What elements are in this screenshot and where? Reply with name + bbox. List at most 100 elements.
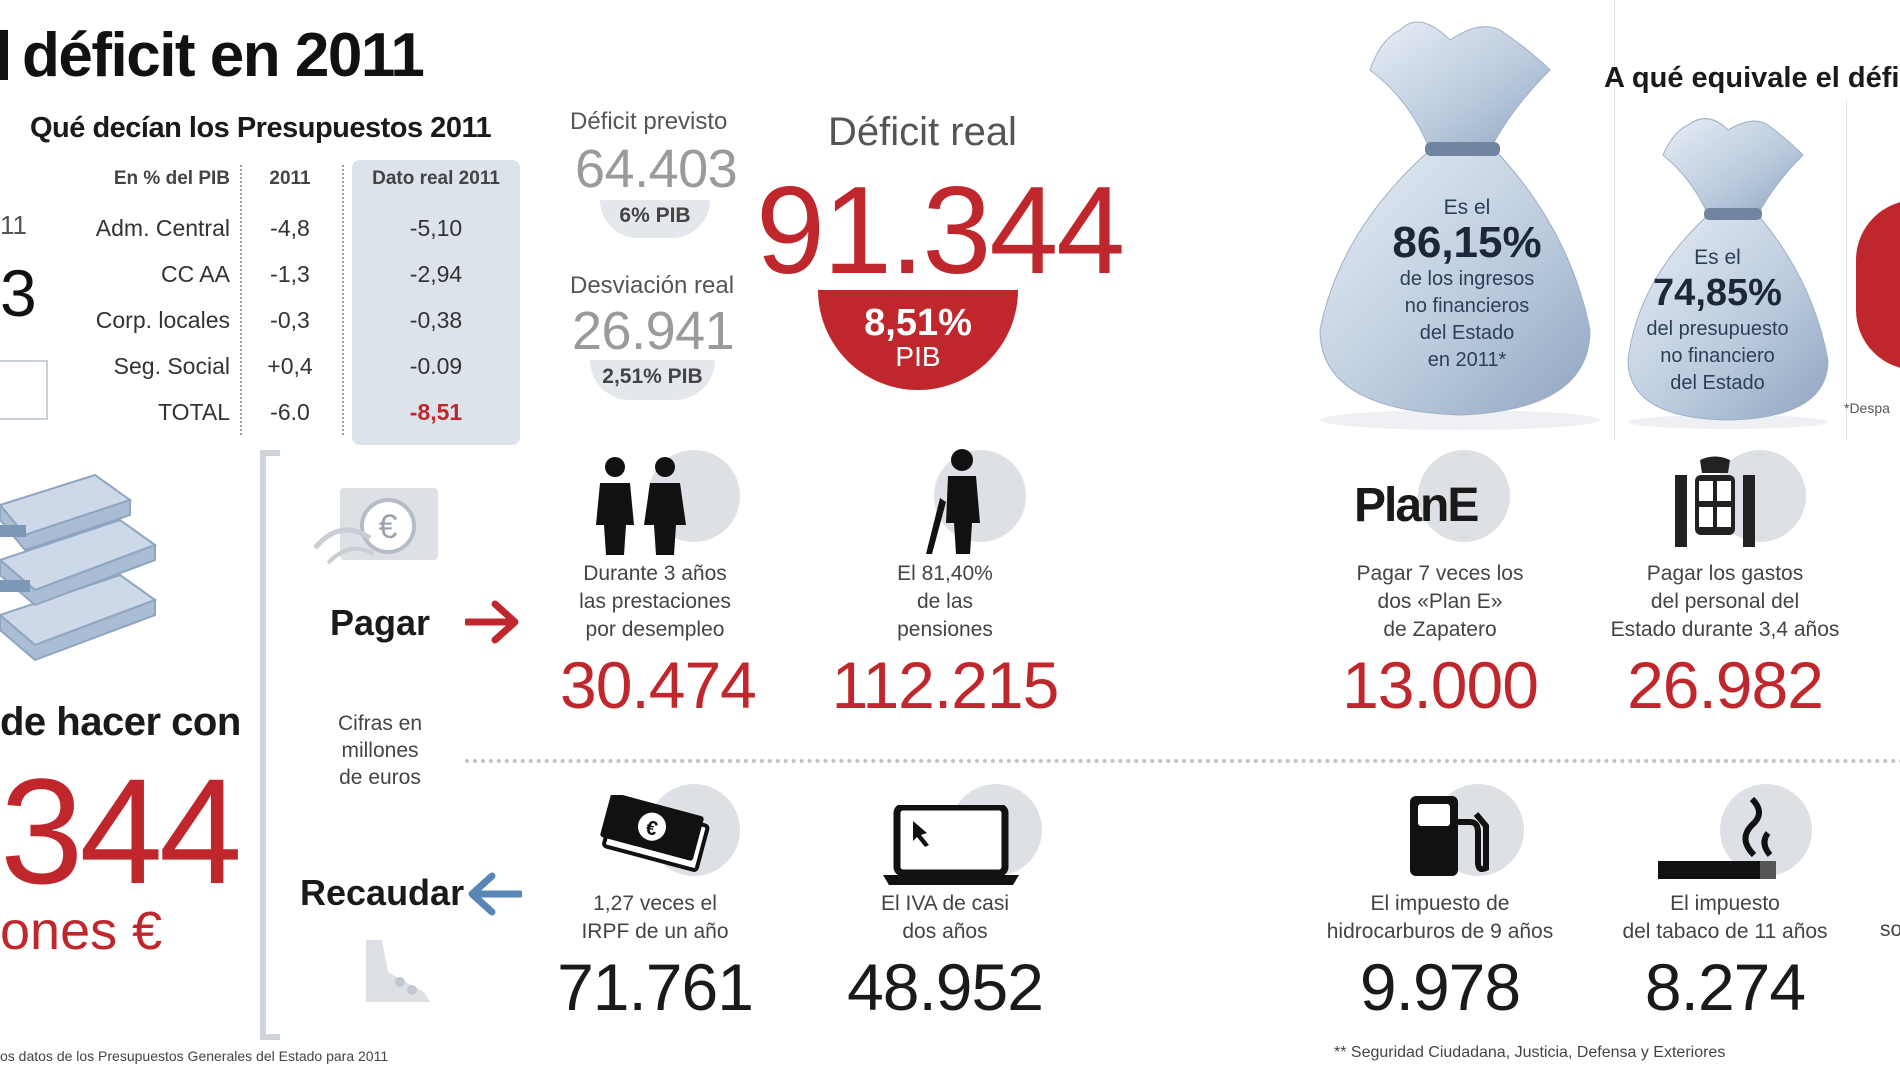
desc-line: de las [916, 590, 974, 613]
desc-line: de Zapatero [1383, 618, 1497, 641]
table-row-2011: +0,4 [267, 353, 313, 379]
equivalence-footnote: *Despa [1844, 400, 1890, 416]
desc-line: pensiones [897, 618, 993, 641]
desc-line: El IVA de casi [880, 892, 1009, 915]
collect-item-value: 9.978 [1359, 950, 1521, 1024]
bag1-desc: de los ingresos no financieros del Estad… [1372, 266, 1562, 374]
deficit-forecast-value: 64.403 [575, 139, 738, 199]
deficit-forecast-pib: 6% PIB [600, 200, 710, 238]
desc-line: Pagar 7 veces los [1356, 562, 1524, 585]
table-row-label: CC AA [160, 261, 230, 287]
table-row-real: -2,94 [409, 261, 463, 287]
collect-item-desc: El impuesto de hidrocarburos de 9 años [1300, 890, 1580, 946]
table-header-2011: 2011 [269, 168, 311, 189]
pay-item: El 81,40% de las pensiones 112.215 [830, 560, 1060, 720]
table-row-real: -5,10 [409, 215, 463, 241]
collect-item: El impuesto de hidrocarburos de 9 años 9.… [1300, 890, 1580, 1022]
bag1-pre: Es el [1443, 196, 1491, 219]
pay-item-value: 26.982 [1627, 648, 1824, 722]
pay-item-desc: Durante 3 años las prestaciones por desemp… [560, 560, 750, 644]
units-note: Cifras en millones de euros [330, 710, 430, 791]
equivalence-divider [1614, 0, 1615, 440]
desc-line: 1,27 veces el [593, 892, 717, 915]
collect-item-value: 48.952 [847, 950, 1044, 1024]
table-header-real: Dato real 2011 [372, 168, 500, 189]
desc-line: Estado durante 3,4 años [1610, 618, 1840, 641]
pay-item-desc: Pagar los gastos del personal del Estado d… [1590, 560, 1860, 644]
banknotes-icon: € [600, 795, 710, 872]
pay-item-value: 112.215 [831, 648, 1060, 722]
collect-item: 1,27 veces el IRPF de un año 71.761 [540, 890, 770, 1022]
bag2-desc-line: del Estado [1670, 372, 1765, 394]
could-do-value: 344 [0, 747, 242, 915]
table-row-2011: -4,8 [270, 215, 310, 241]
svg-text:€: € [643, 817, 659, 841]
table-divider [240, 165, 242, 435]
collect-item: El impuesto del tabaco de 11 años 8.274 [1600, 890, 1850, 1022]
table-header-label: En % del PIB [113, 168, 230, 189]
icon-backdrop [1418, 450, 1510, 542]
deficit-forecast-pib-text: 6% PIB [619, 204, 691, 227]
desc-line: hidrocarburos de 9 años [1326, 920, 1554, 943]
deviation-label: Desviación real [570, 272, 735, 299]
pensioner-icon [926, 449, 980, 554]
unemployed-people-icon [596, 457, 686, 555]
svg-text:€: € [379, 508, 398, 546]
equivalence-divider [1846, 100, 1847, 440]
bag1-desc-line: del Estado [1419, 322, 1515, 344]
budget-table: En % del PIB 2011 Dato real 2011 Adm. Ce… [80, 160, 520, 445]
bag1-text: Es el 86,15% de los ingresos no financie… [1372, 196, 1562, 374]
collect-item-value: 8.274 [1644, 950, 1806, 1024]
table-row-label: Seg. Social [113, 353, 230, 379]
money-stack-icon [0, 473, 158, 662]
desc-line: las prestaciones [579, 590, 731, 613]
page-title-text: déficit en 2011 [22, 21, 425, 90]
partial-right-text: so [1880, 918, 1900, 941]
table-row-real: -0.09 [409, 353, 463, 379]
bag1-desc-line: en 2011* [1427, 349, 1507, 371]
bag2-desc-line: no financiero [1660, 345, 1775, 367]
collect-label: Recaudar [300, 872, 465, 913]
collect-item-value: 71.761 [557, 950, 754, 1024]
table-row-real: -0,38 [409, 307, 463, 333]
bag2-desc: del presupuesto no financiero del Estado [1630, 316, 1805, 397]
icon-backdrop [1720, 784, 1812, 876]
bag2-pre: Es el [1694, 246, 1741, 269]
desc-line: El impuesto [1670, 892, 1780, 915]
could-do-title: de hacer con [0, 700, 241, 744]
desc-line: Durante 3 años [583, 562, 727, 585]
deficit-real-pct: 8,51% [864, 302, 972, 344]
bracket-divider [260, 450, 280, 1040]
table-row-2011: -1,3 [270, 261, 310, 287]
table-row-label: Corp. locales [95, 307, 230, 333]
table-row-real: -8,51 [409, 399, 463, 425]
bag2-pct: 74,85% [1653, 272, 1782, 314]
left-partial-label: 11 [0, 210, 27, 240]
desc-line: El impuesto de [1370, 892, 1510, 915]
plan-e-logo: PlanE [1354, 479, 1479, 532]
could-do-unit: ones € [0, 901, 163, 961]
table-row-2011: -0,3 [270, 307, 310, 333]
pay-item-value: 30.474 [560, 648, 757, 722]
budget-subtitle: Qué decían los Presupuestos 2011 [30, 112, 492, 144]
euro-coin-icon: € [313, 488, 438, 565]
table-row-label: TOTAL [158, 399, 230, 425]
collect-item-desc: 1,27 veces el IRPF de un año [540, 890, 770, 946]
pay-item: Pagar 7 veces los dos «Plan E» de Zapatero… [1325, 560, 1555, 720]
desc-line: del personal del [1650, 590, 1800, 613]
units-note-line: de euros [339, 766, 421, 789]
laptop-icon [883, 805, 1019, 885]
units-note-line: millones [341, 739, 419, 762]
cigarette-icon [1658, 796, 1776, 879]
pay-item-desc: El 81,40% de las pensiones [830, 560, 1060, 644]
arrow-right-icon [465, 600, 519, 644]
bag1-pct: 86,15% [1392, 218, 1542, 267]
deviation-pib-text: 2,51% PIB [602, 365, 703, 388]
units-note-line: Cifras en [337, 712, 423, 735]
section-divider [465, 759, 1900, 763]
table-row-label: Adm. Central [95, 215, 230, 241]
real-column-highlight [352, 160, 520, 445]
pay-item-desc: Pagar 7 veces los dos «Plan E» de Zapatero [1325, 560, 1555, 644]
deficit-real-label: Déficit real [828, 110, 1017, 154]
desc-line: del tabaco de 11 años [1622, 920, 1828, 943]
